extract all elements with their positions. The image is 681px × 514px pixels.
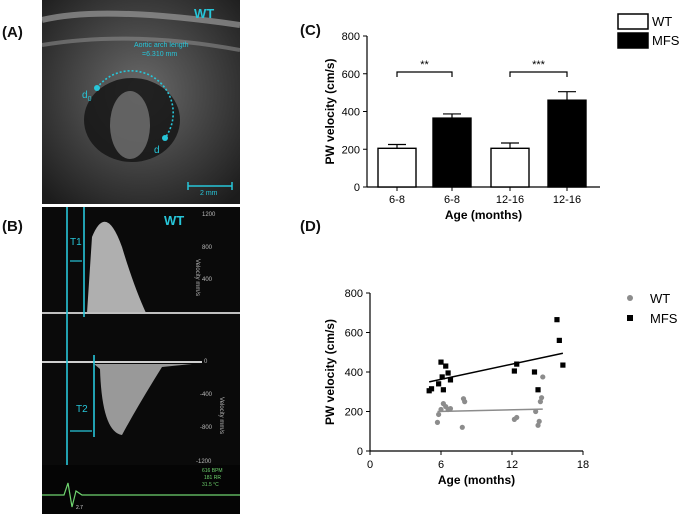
bar-wt xyxy=(377,147,417,188)
panel-label-a: (A) xyxy=(2,24,23,41)
ultrasound-drawing xyxy=(42,0,240,204)
ecg-marker: 2.7 xyxy=(76,505,83,511)
legend-label-wt: WT xyxy=(652,14,672,29)
panel-label-b: (B) xyxy=(2,218,23,235)
rr-readout: 181 RR xyxy=(204,475,221,481)
forward-flow-envelope xyxy=(87,221,146,313)
legend-swatch-wt xyxy=(617,13,649,30)
bar-mfs xyxy=(547,99,587,188)
t1-label: T1 xyxy=(70,237,82,248)
bar-wt xyxy=(490,147,530,188)
heart-rate-readout: 616 BPM xyxy=(202,468,223,474)
y-tick-label: 0 xyxy=(354,182,360,194)
ecg-strip xyxy=(42,465,240,514)
significance-label: ** xyxy=(420,59,429,71)
doppler-background xyxy=(42,207,240,514)
velocity-tick-bottom-2: -400 xyxy=(200,392,213,398)
velocity-tick-bottom-1: 0 xyxy=(204,359,208,365)
doppler-tag: WT xyxy=(164,213,185,228)
arch-start-letter: d xyxy=(82,90,88,101)
ultrasound-tag: WT xyxy=(194,6,215,21)
y-tick-label: 600 xyxy=(342,69,360,81)
ecg-trace xyxy=(42,482,240,508)
arch-start-point xyxy=(94,85,100,91)
significance-bracket xyxy=(396,71,453,77)
velocity-tick-top-1: 1200 xyxy=(202,212,216,218)
x-tick-label: 12-16 xyxy=(553,194,581,206)
aortic-arch-trace xyxy=(96,70,174,139)
velocity-tick-top-3: 400 xyxy=(202,277,213,283)
legend-swatch-mfs xyxy=(617,32,649,49)
reverse-flow-envelope xyxy=(94,364,192,435)
arch-end-point xyxy=(162,135,168,141)
y-tick-label: 400 xyxy=(342,107,360,119)
x-tick-label: 6-8 xyxy=(444,194,460,206)
significance-label: *** xyxy=(532,59,546,71)
doppler-image: WT T1 T2 1200 800 400 Velocity mm/s 0 -4… xyxy=(42,207,240,514)
arch-end-label: d xyxy=(154,145,160,156)
temperature-readout: 31.5 °C xyxy=(202,482,219,488)
x-tick-label: 12-16 xyxy=(496,194,524,206)
tissue-band xyxy=(42,10,240,28)
bar-mfs xyxy=(432,117,472,188)
doppler-drawing xyxy=(42,207,240,514)
y-tick-label: 200 xyxy=(342,144,360,156)
tissue-band xyxy=(42,36,240,52)
t2-label: T2 xyxy=(76,404,88,415)
arch-start-label: d0 xyxy=(82,90,91,103)
y-axis-label: PW velocity (cm/s) xyxy=(323,58,337,164)
panel-label-c: (C) xyxy=(300,22,321,39)
panel-label-d: (D) xyxy=(300,218,321,235)
y-tick-label: 800 xyxy=(342,31,360,43)
velocity-tick-top-2: 800 xyxy=(202,245,213,251)
vessel-wall xyxy=(110,91,150,159)
ultrasound-image: WT Aortic arch length =6.310 mm d0 d 2 m… xyxy=(42,0,240,204)
velocity-tick-bottom-4: -1200 xyxy=(196,459,212,465)
arch-length-value: =6.310 mm xyxy=(142,51,178,58)
x-axis-label: Age (months) xyxy=(445,208,522,222)
legend-label-mfs: MFS xyxy=(652,33,680,48)
x-tick-label: 6-8 xyxy=(389,194,405,206)
scale-bar-label: 2 mm xyxy=(200,190,218,197)
significance-bracket xyxy=(509,71,568,77)
arch-length-title: Aortic arch length xyxy=(134,42,189,49)
arch-start-subscript: 0 xyxy=(87,96,92,103)
velocity-tick-bottom-3: -800 xyxy=(200,425,213,431)
